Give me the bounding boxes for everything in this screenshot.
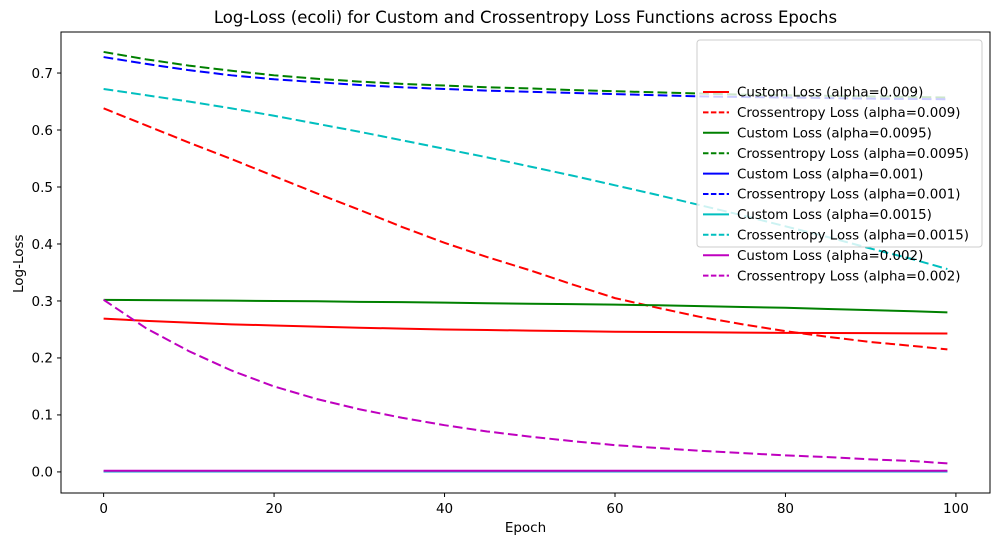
legend-box [696, 39, 983, 248]
x-axis-label: Epoch [504, 520, 547, 536]
series-line-2 [103, 298, 948, 314]
series-line-9 [103, 298, 948, 465]
legend-label: Crossentropy Loss (alpha=0.001) [737, 188, 961, 203]
chart-title: Log-Loss (ecoli) for Custom and Crossent… [213, 8, 838, 27]
legend-label: Custom Loss (alpha=0.0015) [737, 208, 932, 223]
x-tick-label: 60 [606, 501, 623, 517]
y-tick-label: 0.3 [32, 294, 53, 310]
legend-label: Crossentropy Loss (alpha=0.0015) [737, 229, 969, 244]
x-tick-label: 20 [265, 501, 282, 517]
legend-label: Crossentropy Loss (alpha=0.0095) [737, 147, 969, 162]
legend-label: Custom Loss (alpha=0.001) [737, 167, 923, 182]
y-tick-label: 0.1 [32, 408, 53, 424]
x-tick-label: 100 [943, 501, 969, 517]
series-line-0 [103, 317, 948, 335]
legend-label: Custom Loss (alpha=0.002) [737, 249, 923, 264]
x-tick-label: 80 [777, 501, 794, 517]
y-tick-label: 0.2 [32, 351, 53, 367]
legend-label: Custom Loss (alpha=0.0095) [737, 127, 932, 142]
y-tick-label: 0.5 [32, 180, 53, 196]
legend-label: Custom Loss (alpha=0.009) [737, 86, 923, 101]
x-tick-label: 0 [99, 501, 108, 517]
axes-spines [60, 31, 991, 494]
y-tick-label: 0.0 [32, 465, 53, 481]
y-tick-label: 0.4 [32, 237, 53, 253]
x-tick-label: 40 [436, 501, 453, 517]
legend-label: Crossentropy Loss (alpha=0.009) [737, 106, 961, 121]
y-tick-label: 0.6 [32, 123, 53, 139]
legend-label: Crossentropy Loss (alpha=0.002) [737, 269, 961, 284]
y-tick-label: 0.7 [32, 66, 53, 82]
